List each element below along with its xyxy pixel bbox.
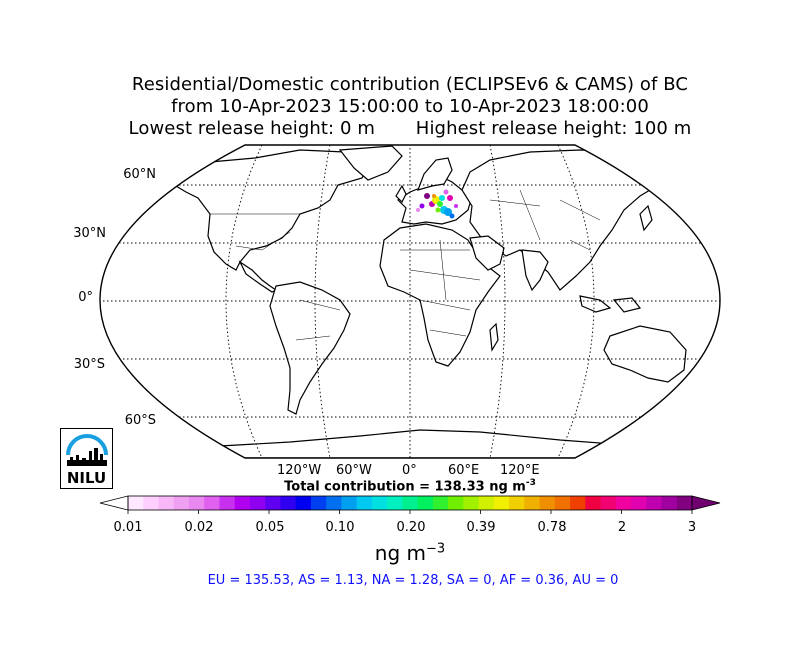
- colorbar-cell: [615, 496, 632, 510]
- total-contribution: Total contribution = 138.33 ng m-3: [0, 478, 800, 494]
- colorbar-cell: [554, 496, 571, 510]
- colorbar-cell: [448, 496, 464, 510]
- colorbar-cell: [676, 496, 693, 510]
- colorbar-cell: [539, 496, 556, 510]
- colorbar-cell: [326, 496, 342, 510]
- colorbar-cell: [478, 496, 495, 510]
- colorbar-cell: [493, 496, 510, 510]
- colorbar-cell: [646, 496, 663, 510]
- colorbar-cell: [371, 496, 388, 510]
- world-map: [99, 144, 721, 459]
- colorbar-tick-label: 0.02: [184, 520, 214, 535]
- units-exponent: −3: [426, 541, 446, 557]
- colorbar-cell: [280, 496, 297, 510]
- colorbar-cell: [509, 496, 525, 510]
- lat-label-30s: 30°S: [73, 357, 105, 372]
- total-exponent: -3: [525, 478, 536, 488]
- lon-label-0: 0°: [402, 463, 417, 478]
- colorbar-cell: [158, 496, 175, 510]
- colorbar-cell: [265, 496, 281, 510]
- lon-label-120e: 120°E: [500, 463, 540, 478]
- lat-label-60n: 60°N: [123, 167, 156, 182]
- colorbar-tick-label: 0.78: [537, 520, 567, 535]
- colorbar-cell: [143, 496, 159, 510]
- nilu-logo-text: NILU: [66, 469, 107, 487]
- lat-label-30n: 30°N: [73, 226, 106, 241]
- colorbar-cell: [402, 496, 419, 510]
- colorbar-cell: [204, 496, 220, 510]
- colorbar-tick-label: 0.05: [255, 520, 285, 535]
- colorbar-tick-label: 0.39: [466, 520, 496, 535]
- units-text: ng m: [374, 541, 427, 565]
- lat-label-60s: 60°S: [124, 413, 156, 428]
- colorbar-cell: [188, 496, 205, 510]
- graticule: [100, 145, 720, 458]
- colorbar-cell: [173, 496, 190, 510]
- colorbar: [99, 495, 721, 514]
- colorbar-cell: [249, 496, 266, 510]
- colorbar-cell: [432, 496, 449, 510]
- colorbar-cell: [387, 496, 403, 510]
- colorbar-tick-label: 0.10: [325, 520, 355, 535]
- colorbar-cell: [356, 496, 373, 510]
- colorbar-cell: [310, 496, 327, 510]
- lon-label-60w: 60°W: [336, 463, 372, 478]
- colorbar-units: ng m−3: [0, 541, 800, 565]
- country-borders: [210, 189, 601, 341]
- region-totals: EU = 135.53, AS = 1.13, NA = 1.28, SA = …: [207, 573, 619, 588]
- title-line-1: Residential/Domestic contribution (ECLIP…: [131, 74, 689, 95]
- colorbar-tick-label: 2: [617, 520, 627, 535]
- plume: [416, 189, 458, 219]
- title-line-2: from 10-Apr-2023 15:00:00 to 10-Apr-2023…: [171, 96, 649, 117]
- nilu-logo-icon: [66, 434, 108, 466]
- colorbar-cell: [219, 496, 236, 510]
- total-text: Total contribution = 138.33 ng m: [284, 479, 526, 495]
- colorbar-cell: [417, 496, 434, 510]
- colorbar-cell: [295, 496, 312, 510]
- colorbar-cell: [600, 496, 617, 510]
- colorbar-under-arrow: [99, 495, 129, 511]
- colorbar-cell: [631, 496, 647, 510]
- nilu-logo: NILU: [60, 428, 113, 489]
- colorbar-cell: [463, 496, 480, 510]
- colorbar-cell: [341, 496, 358, 510]
- colorbar-cell: [661, 496, 678, 510]
- colorbar-cell: [234, 496, 251, 510]
- colorbar-cell: [570, 496, 586, 510]
- lon-label-120w: 120°W: [277, 463, 322, 478]
- title-line-3: Lowest release height: 0 m Highest relea…: [128, 118, 692, 139]
- lon-label-60e: 60°E: [448, 463, 480, 478]
- colorbar-over-arrow: [691, 495, 721, 511]
- colorbar-cell: [128, 496, 144, 510]
- colorbar-tick-label: 0.20: [396, 520, 426, 535]
- colorbar-tick-label: 0.01: [113, 520, 143, 535]
- colorbar-cell: [524, 496, 541, 510]
- colorbar-cell: [585, 496, 602, 510]
- colorbar-tick-label: 3: [687, 520, 697, 535]
- lat-label-0: 0°: [78, 290, 93, 305]
- globe-outline: [99, 144, 721, 459]
